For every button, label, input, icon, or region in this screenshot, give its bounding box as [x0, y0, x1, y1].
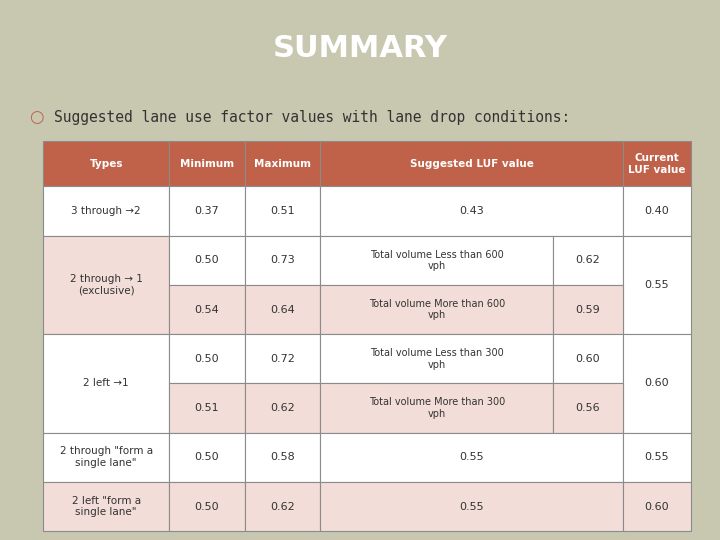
Bar [169, 334, 245, 383]
Text: 2 through "form a
single lane": 2 through "form a single lane" [60, 447, 153, 468]
Text: Total volume More than 600
vph: Total volume More than 600 vph [369, 299, 505, 320]
Bar [320, 235, 553, 285]
Bar [245, 383, 320, 433]
Text: 0.55: 0.55 [459, 453, 484, 462]
Bar [623, 235, 691, 334]
Text: Suggested lane use factor values with lane drop conditions:: Suggested lane use factor values with la… [54, 110, 570, 125]
Text: 0.59: 0.59 [576, 305, 600, 314]
Text: Maximum: Maximum [254, 159, 311, 169]
Text: 0.58: 0.58 [270, 453, 295, 462]
Bar [553, 334, 623, 383]
Text: 0.51: 0.51 [270, 206, 295, 216]
Bar [320, 334, 553, 383]
Bar [43, 433, 169, 482]
Text: Minimum: Minimum [180, 159, 234, 169]
Text: 0.64: 0.64 [270, 305, 295, 314]
Text: 0.50: 0.50 [194, 502, 220, 511]
Text: 0.54: 0.54 [194, 305, 220, 314]
Text: SUMMARY: SUMMARY [273, 34, 447, 63]
Bar [245, 433, 320, 482]
Text: 3 through →2: 3 through →2 [71, 206, 141, 216]
Bar [169, 285, 245, 334]
Text: Current
LUF value: Current LUF value [629, 153, 685, 175]
Text: 0.62: 0.62 [270, 502, 295, 511]
Text: 2 through → 1
(exclusive): 2 through → 1 (exclusive) [70, 274, 143, 296]
Bar [245, 186, 320, 235]
Text: 0.37: 0.37 [194, 206, 220, 216]
Bar [169, 482, 245, 531]
Bar [245, 334, 320, 383]
Bar [43, 235, 169, 334]
Text: 0.60: 0.60 [644, 502, 670, 511]
Bar [553, 383, 623, 433]
Bar [245, 141, 320, 186]
Bar [320, 186, 623, 235]
Text: 0.60: 0.60 [644, 379, 670, 388]
Bar [623, 334, 691, 433]
Text: 0.55: 0.55 [644, 280, 670, 290]
Bar [169, 433, 245, 482]
Text: 0.62: 0.62 [576, 255, 600, 265]
Text: 0.40: 0.40 [644, 206, 670, 216]
Text: 0.73: 0.73 [270, 255, 295, 265]
Bar [43, 334, 169, 433]
Text: 0.50: 0.50 [194, 255, 220, 265]
Text: 0.55: 0.55 [459, 502, 484, 511]
Text: 0.50: 0.50 [194, 354, 220, 364]
Text: 0.60: 0.60 [576, 354, 600, 364]
Text: 0.50: 0.50 [194, 453, 220, 462]
Text: Total volume More than 300
vph: Total volume More than 300 vph [369, 397, 505, 419]
Text: ○: ○ [29, 108, 43, 126]
Bar [623, 186, 691, 235]
Bar [553, 235, 623, 285]
Text: 0.51: 0.51 [194, 403, 220, 413]
Bar [320, 285, 553, 334]
Bar [320, 433, 623, 482]
Text: Total volume Less than 600
vph: Total volume Less than 600 vph [370, 249, 504, 271]
Bar [320, 482, 623, 531]
Bar [169, 383, 245, 433]
Text: 0.62: 0.62 [270, 403, 295, 413]
Bar [245, 285, 320, 334]
Bar [245, 482, 320, 531]
Text: 2 left →1: 2 left →1 [84, 379, 129, 388]
Bar [320, 383, 553, 433]
Bar [320, 141, 623, 186]
Bar [169, 186, 245, 235]
Bar [623, 141, 691, 186]
Text: 0.56: 0.56 [576, 403, 600, 413]
Bar [43, 186, 169, 235]
Bar [553, 285, 623, 334]
Text: 0.43: 0.43 [459, 206, 484, 216]
Text: 0.72: 0.72 [270, 354, 295, 364]
Bar [623, 433, 691, 482]
Text: Total volume Less than 300
vph: Total volume Less than 300 vph [370, 348, 504, 369]
Text: Suggested LUF value: Suggested LUF value [410, 159, 534, 169]
Bar [43, 141, 169, 186]
Bar [623, 482, 691, 531]
Text: 0.55: 0.55 [644, 453, 670, 462]
Bar [169, 141, 245, 186]
Bar [43, 482, 169, 531]
Text: 2 left "form a
single lane": 2 left "form a single lane" [71, 496, 141, 517]
Bar [169, 235, 245, 285]
Bar [245, 235, 320, 285]
Text: Types: Types [89, 159, 123, 169]
